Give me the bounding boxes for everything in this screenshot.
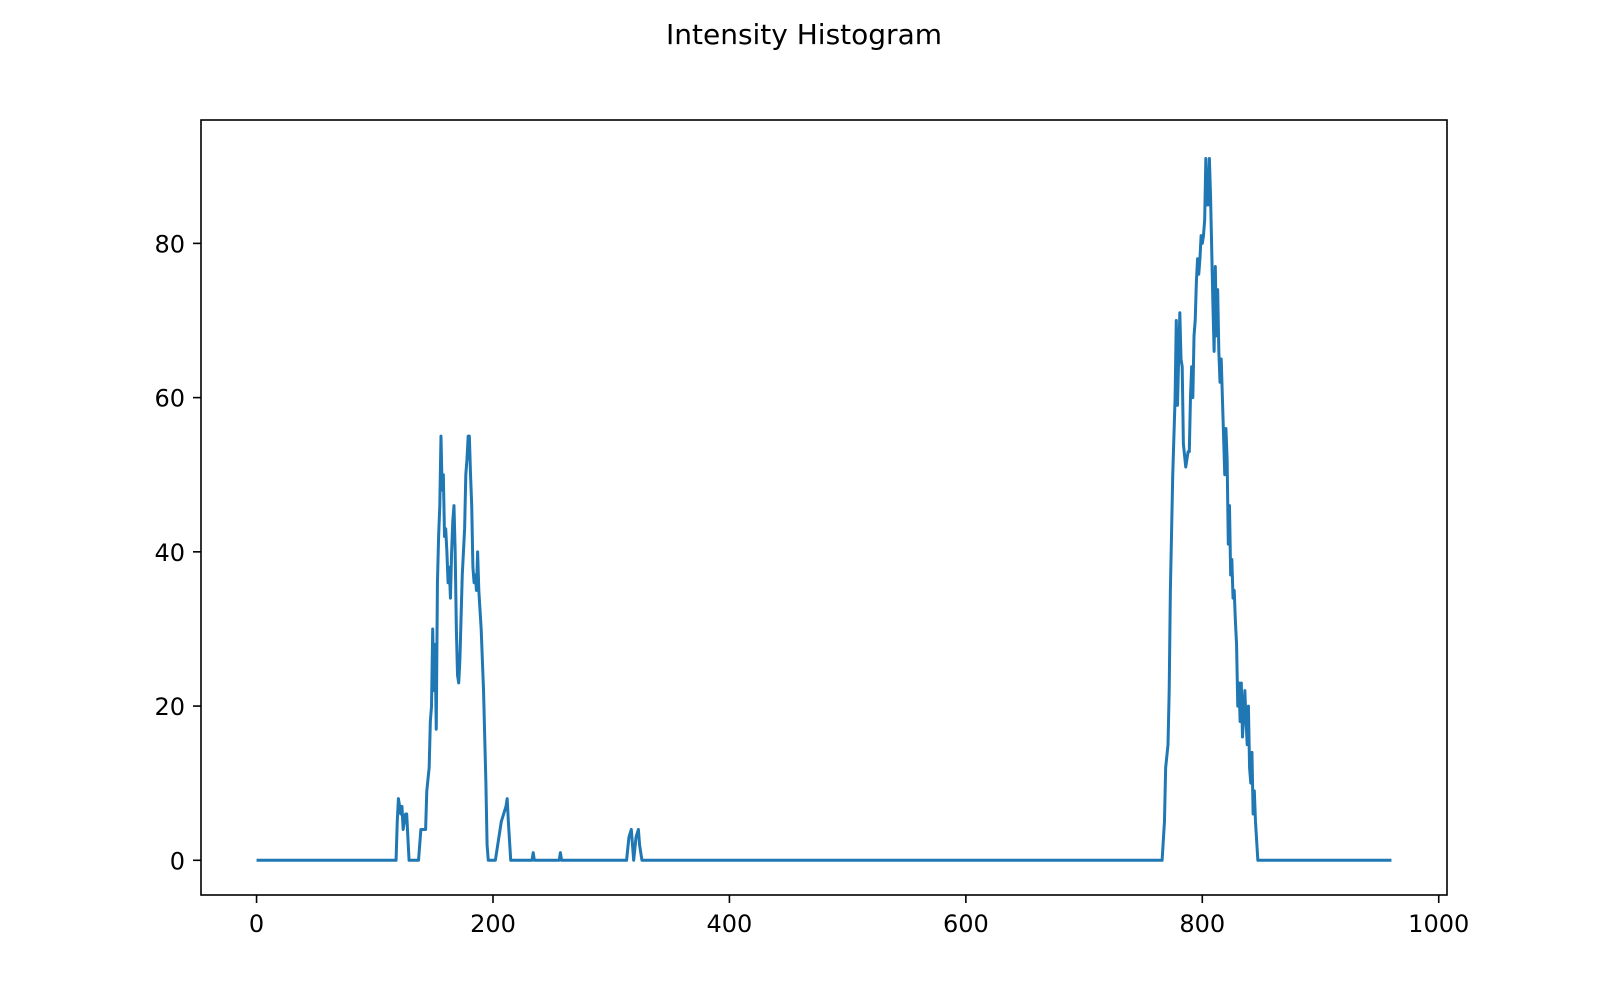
x-axis: 0 200 400 600 800 1000 (249, 895, 1469, 938)
y-tick-label: 20 (154, 693, 185, 721)
series-line-0 (256, 157, 1392, 862)
x-tick-label: 800 (1179, 910, 1225, 938)
plot-area (256, 157, 1392, 862)
y-axis: 0 20 40 60 80 (154, 230, 201, 875)
y-tick-label: 0 (170, 847, 185, 875)
x-tick-label: 400 (707, 910, 753, 938)
x-tick-label: 600 (943, 910, 989, 938)
x-tick-label: 200 (470, 910, 516, 938)
chart-title: Intensity Histogram (666, 18, 942, 51)
y-tick-label: 80 (154, 230, 185, 258)
y-tick-label: 40 (154, 539, 185, 567)
x-tick-label: 1000 (1408, 910, 1469, 938)
y-tick-label: 60 (154, 385, 185, 413)
x-tick-label: 0 (249, 910, 264, 938)
plot-frame (200, 119, 1448, 896)
